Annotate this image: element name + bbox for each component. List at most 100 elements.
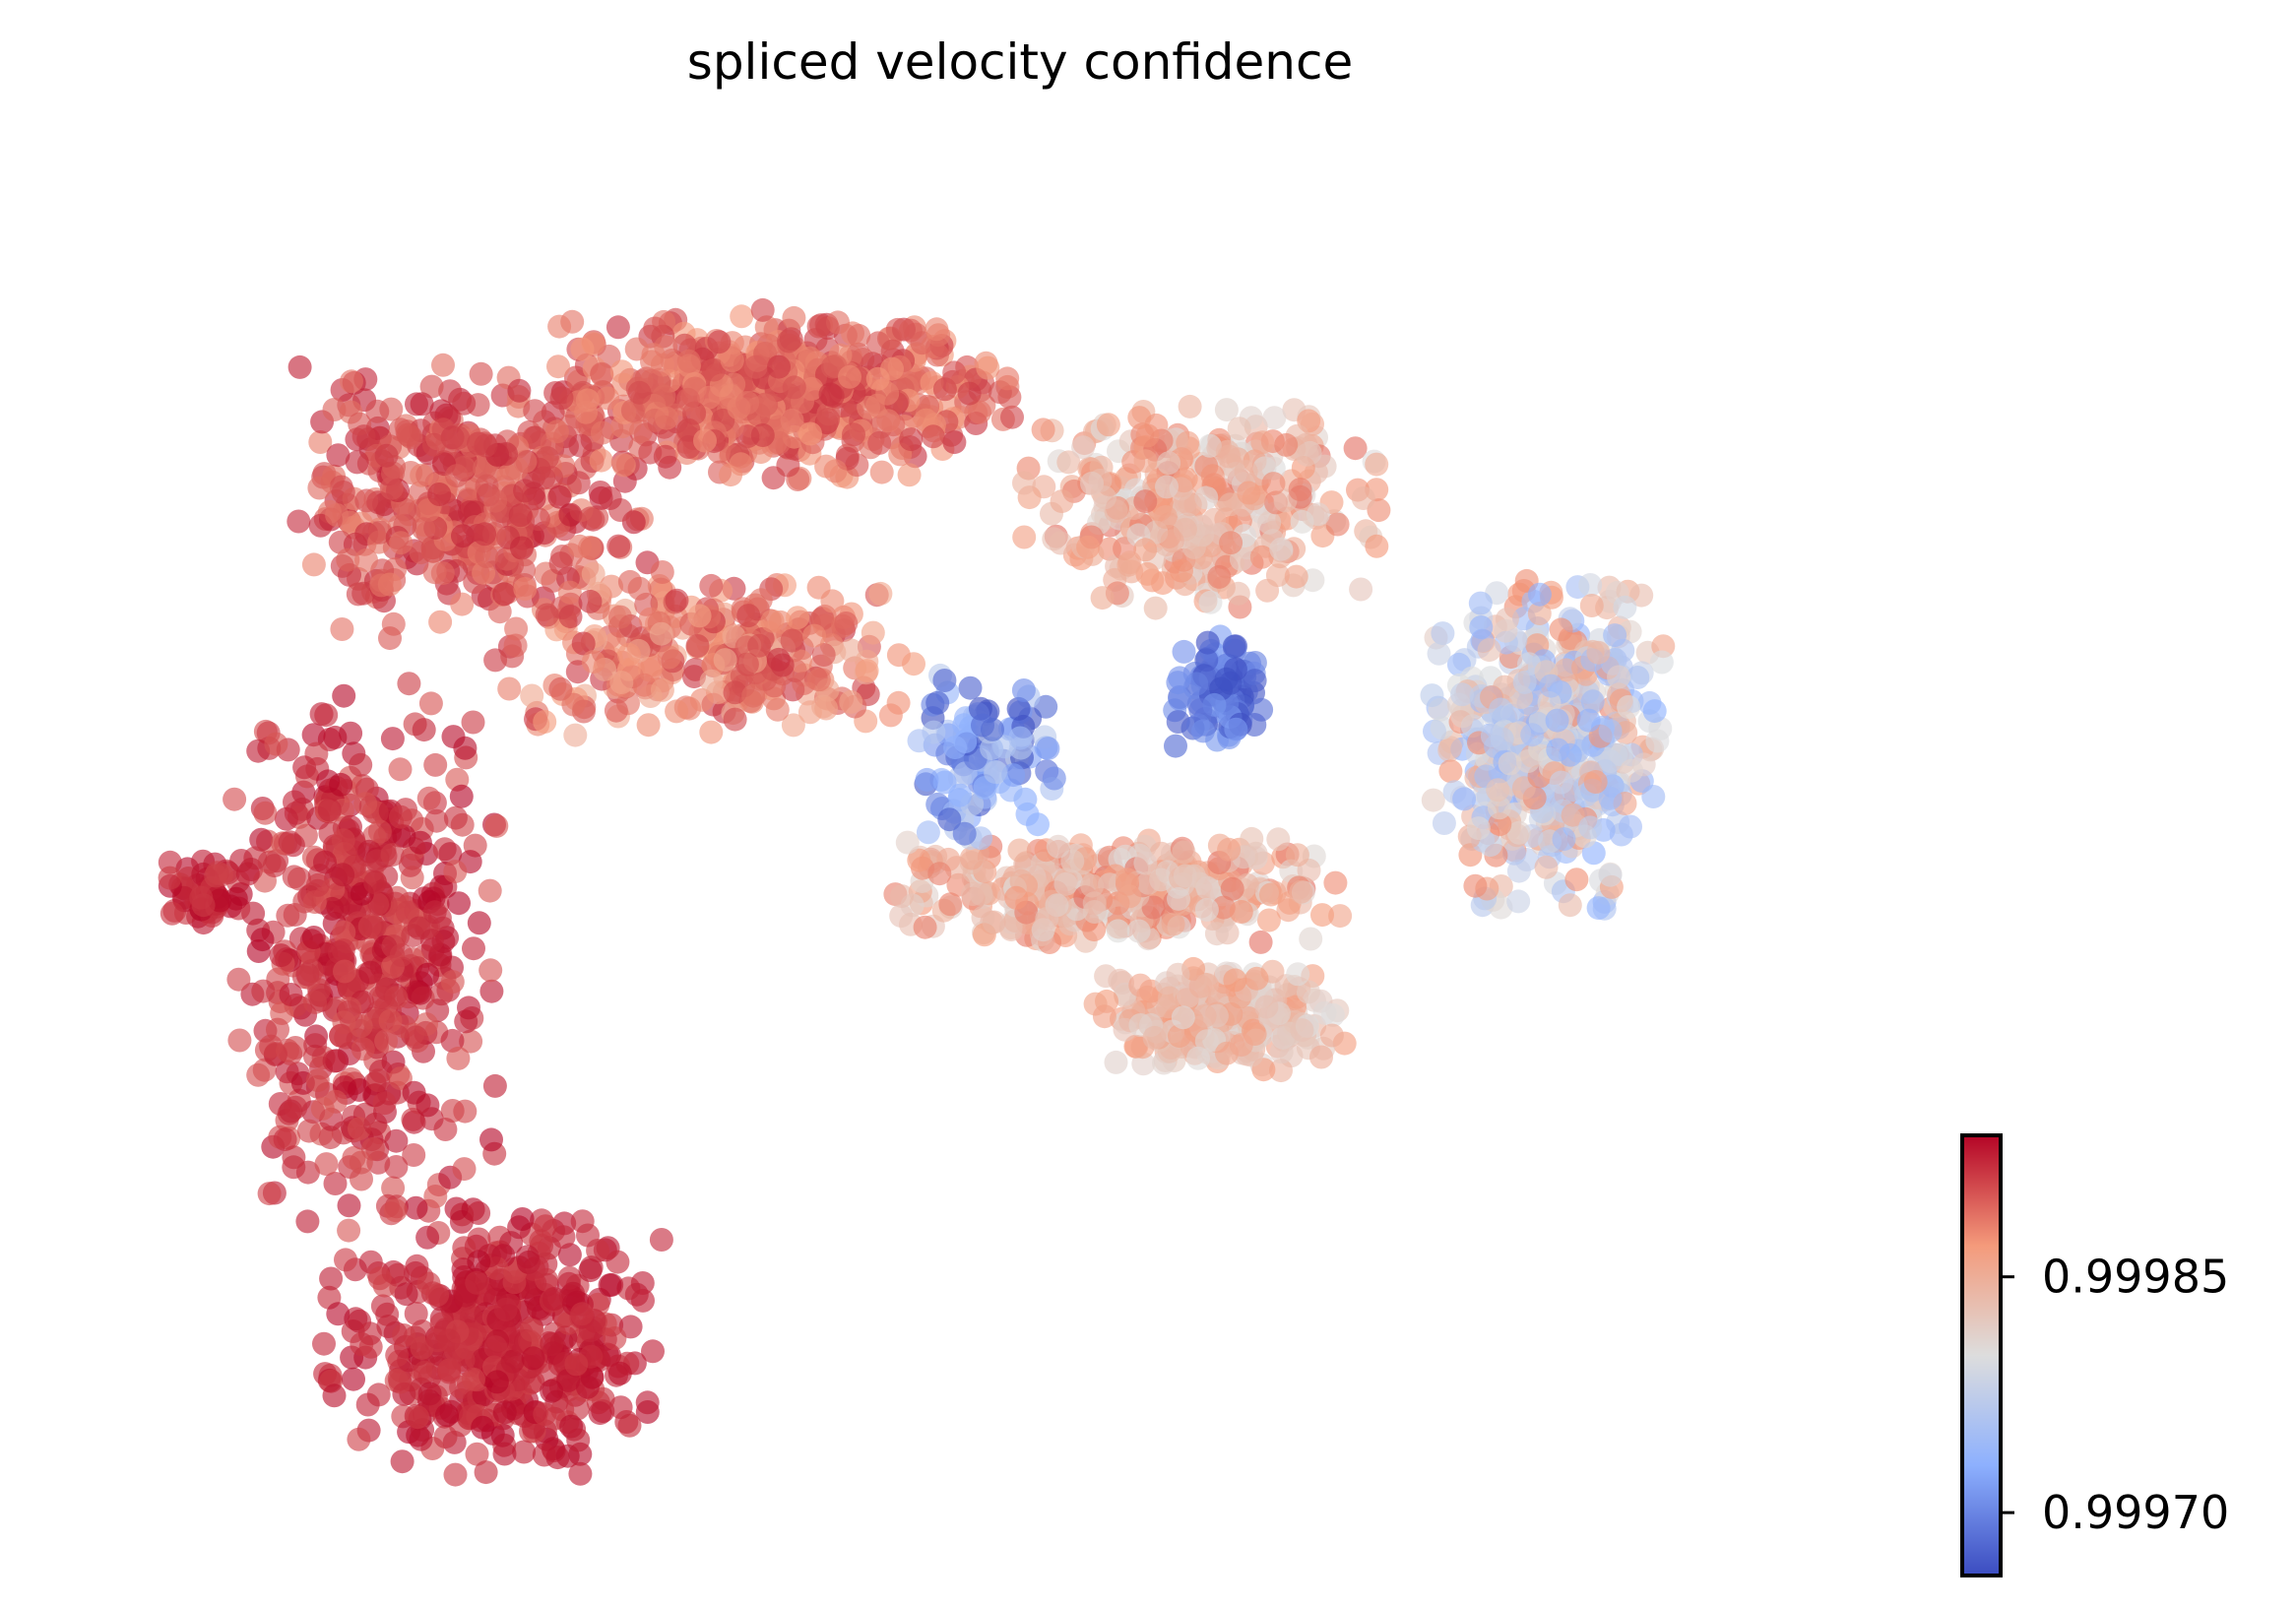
data-point: [249, 827, 274, 852]
data-point: [1549, 617, 1573, 642]
data-point: [422, 900, 447, 925]
data-point: [276, 1038, 299, 1062]
data-point: [471, 1415, 495, 1440]
data-point: [1432, 811, 1456, 835]
data-point: [1431, 621, 1455, 646]
data-point: [1161, 912, 1185, 936]
data-point: [1133, 851, 1158, 875]
data-point: [1613, 595, 1637, 619]
data-point: [388, 757, 413, 782]
data-point: [1506, 889, 1531, 914]
data-point: [839, 689, 863, 714]
data-point: [1173, 864, 1197, 888]
data-point: [952, 821, 977, 846]
data-point: [492, 582, 517, 607]
data-point: [571, 631, 596, 656]
data-point: [890, 884, 914, 909]
data-point: [566, 1428, 591, 1452]
data-point: [388, 804, 413, 829]
data-point: [713, 648, 737, 673]
data-point: [379, 476, 404, 500]
data-point: [1167, 886, 1190, 911]
data-point: [461, 710, 485, 735]
data-point: [981, 717, 1004, 741]
data-point: [777, 329, 801, 354]
data-point: [508, 503, 533, 528]
data-point: [1256, 908, 1281, 933]
data-point: [976, 355, 1000, 380]
data-point: [1349, 577, 1373, 602]
data-point: [388, 418, 413, 442]
data-point: [1248, 930, 1273, 954]
data-point: [606, 315, 630, 340]
data-point: [278, 830, 302, 855]
data-point: [331, 828, 355, 853]
data-point: [363, 870, 388, 895]
data-point: [693, 428, 717, 453]
data-point: [766, 647, 791, 672]
data-point: [1619, 814, 1642, 839]
data-point: [1135, 423, 1160, 448]
data-point: [1166, 962, 1190, 987]
data-point: [687, 604, 712, 628]
data-point: [1136, 870, 1161, 895]
data-point: [310, 1096, 335, 1121]
data-point: [1092, 1004, 1116, 1029]
data-point: [927, 862, 952, 886]
data-point: [1133, 538, 1158, 562]
data-point: [855, 659, 879, 683]
data-point: [226, 967, 251, 992]
data-point: [475, 545, 499, 568]
data-point: [566, 471, 591, 495]
data-point: [968, 400, 991, 424]
data-point: [1328, 904, 1353, 929]
data-point: [392, 824, 416, 849]
data-point: [287, 354, 312, 379]
data-point: [1578, 573, 1603, 597]
data-point: [1082, 891, 1107, 916]
data-point: [322, 1383, 347, 1408]
data-point: [650, 560, 674, 584]
data-point: [1598, 863, 1623, 887]
data-point: [1438, 759, 1463, 784]
data-point: [462, 936, 485, 961]
data-point: [329, 1023, 353, 1048]
data-point: [747, 633, 772, 658]
data-point: [925, 690, 950, 715]
data-point: [1365, 452, 1389, 477]
data-point: [1244, 966, 1269, 991]
data-point: [507, 378, 532, 403]
data-point: [1006, 696, 1031, 721]
data-point: [354, 488, 379, 513]
data-point: [1552, 827, 1576, 852]
data-point: [347, 1427, 371, 1451]
data-point: [1226, 581, 1250, 606]
data-point: [453, 1099, 478, 1124]
data-point: [546, 354, 570, 379]
data-point: [1007, 838, 1032, 863]
data-point: [365, 399, 390, 423]
data-point: [540, 1379, 564, 1403]
data-point: [1188, 698, 1213, 723]
data-point: [603, 1326, 627, 1350]
data-point: [338, 997, 362, 1021]
data-point: [756, 333, 781, 357]
data-point: [405, 1254, 429, 1278]
data-point: [1004, 885, 1029, 910]
data-point: [158, 866, 182, 890]
data-point: [1254, 995, 1279, 1019]
data-point: [1157, 451, 1181, 476]
data-point: [533, 1402, 557, 1427]
data-point: [355, 1392, 380, 1417]
data-point: [412, 517, 436, 542]
data-point: [846, 342, 870, 366]
data-point: [1178, 394, 1202, 418]
data-point: [392, 1323, 416, 1347]
data-point: [407, 916, 431, 940]
data-point: [567, 534, 592, 558]
data-point: [1365, 534, 1389, 558]
data-point: [707, 330, 732, 354]
data-point: [305, 872, 330, 897]
data-point: [697, 385, 722, 410]
